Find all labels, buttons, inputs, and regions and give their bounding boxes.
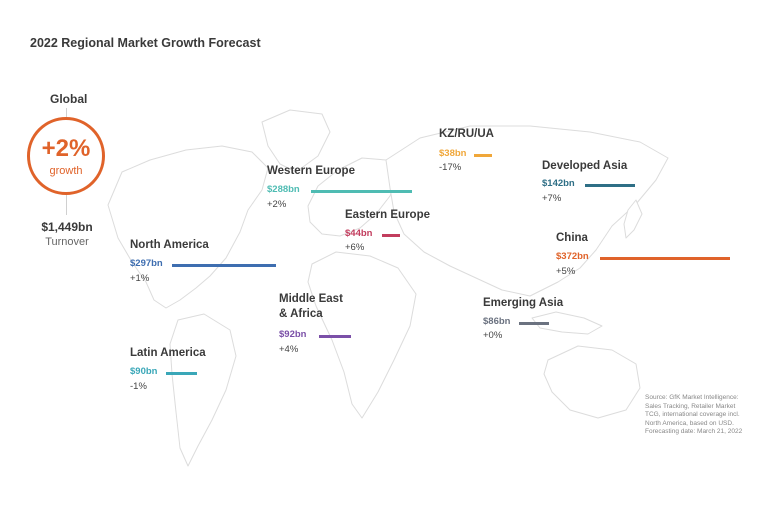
indonesia-landmass: [531, 311, 603, 335]
global-growth-circle: +2% growth: [27, 117, 105, 195]
region-value-middle-east-africa: $92bn: [279, 329, 307, 340]
global-turnover-label: Turnover: [45, 236, 89, 248]
region-change-middle-east-africa: +4%: [279, 344, 299, 355]
region-change-emerging-asia: +0%: [483, 330, 503, 341]
region-value-kz-ru-ua: $38bn: [439, 148, 467, 159]
europe-landmass: [307, 157, 399, 237]
region-change-china: +5%: [556, 266, 576, 277]
region-bar-china: [600, 257, 730, 260]
region-change-north-america: +1%: [130, 273, 150, 284]
north-america-landmass: [107, 145, 269, 309]
region-value-north-america: $297bn: [130, 258, 163, 269]
region-value-western-europe: $288bn: [267, 184, 300, 195]
region-value-eastern-europe: $44bn: [345, 228, 373, 239]
region-change-kz-ru-ua: -17%: [439, 162, 462, 173]
region-bar-latin-america: [166, 372, 197, 375]
region-name-latin-america: Latin America: [130, 347, 206, 359]
greenland-landmass: [261, 109, 331, 173]
chart-title: 2022 Regional Market Growth Forecast: [30, 36, 261, 50]
global-connector-bottom: [66, 195, 67, 215]
region-value-emerging-asia: $86bn: [483, 316, 511, 327]
south-america-landmass: [169, 313, 237, 467]
global-growth-value: +2%: [41, 135, 91, 162]
region-change-western-europe: +2%: [267, 199, 287, 210]
region-bar-emerging-asia: [519, 322, 549, 325]
region-value-latin-america: $90bn: [130, 366, 158, 377]
africa-landmass: [307, 251, 417, 419]
global-turnover-value: $1,449bn: [41, 220, 93, 234]
global-growth-label: growth: [49, 165, 83, 177]
source-note: Source: GfK Market Intelligence: Sales T…: [645, 394, 743, 435]
region-bar-eastern-europe: [382, 234, 400, 237]
region-name-kz-ru-ua: KZ/RU/UA: [439, 128, 494, 140]
region-change-developed-asia: +7%: [542, 193, 562, 204]
australia-landmass: [543, 345, 641, 419]
region-bar-north-america: [172, 264, 276, 267]
region-name-western-europe: Western Europe: [267, 165, 355, 177]
global-label: Global: [50, 92, 88, 106]
region-bar-middle-east-africa: [319, 335, 351, 338]
region-name-middle-east-africa: Middle East & Africa: [279, 293, 343, 320]
region-name-emerging-asia: Emerging Asia: [483, 297, 564, 309]
region-name-china: China: [556, 232, 588, 244]
global-connector-top: [66, 108, 67, 117]
asia-landmass: [385, 125, 669, 297]
region-name-north-america: North America: [130, 239, 209, 251]
region-change-eastern-europe: +6%: [345, 242, 365, 253]
region-bar-kz-ru-ua: [474, 154, 492, 157]
region-name-eastern-europe: Eastern Europe: [345, 209, 430, 221]
region-bar-western-europe: [311, 190, 412, 193]
region-value-china: $372bn: [556, 251, 589, 262]
region-name-developed-asia: Developed Asia: [542, 160, 628, 172]
region-bar-developed-asia: [585, 184, 635, 187]
japan-landmass: [623, 199, 643, 239]
region-change-latin-america: -1%: [130, 381, 147, 392]
region-value-developed-asia: $142bn: [542, 178, 575, 189]
